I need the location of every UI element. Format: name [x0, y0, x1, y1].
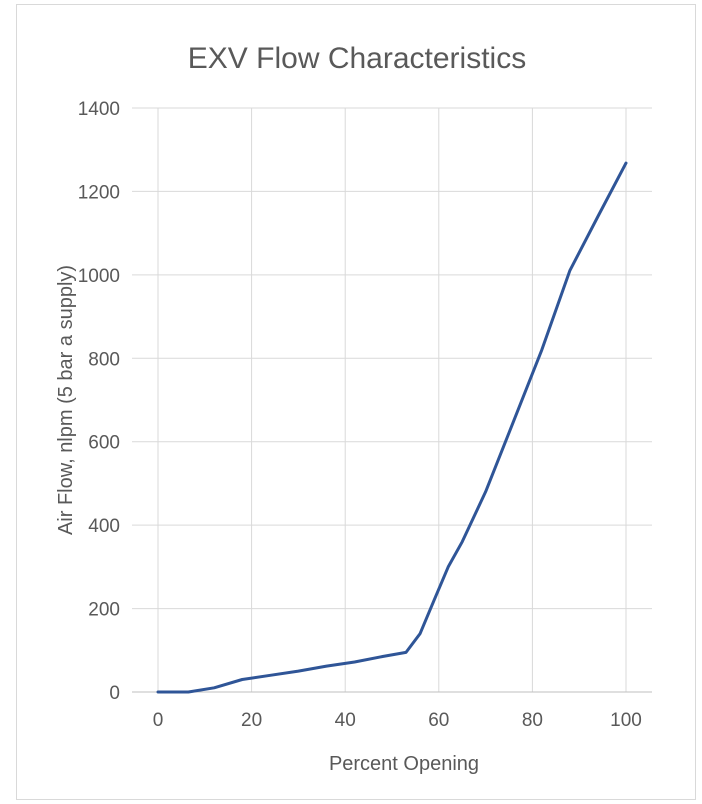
x-tick-label: 20 [241, 710, 262, 731]
y-tick-label: 1000 [78, 266, 120, 287]
y-axis-label: Air Flow, nlpm (5 bar a supply) [55, 265, 77, 535]
grid-lines [132, 107, 652, 692]
x-tick-label: 40 [335, 710, 356, 731]
x-tick-label: 60 [428, 710, 449, 731]
y-tick-label: 200 [88, 600, 120, 621]
y-tick-labels: 0 200 400 600 800 1000 1200 1400 [78, 99, 120, 704]
chart-frame [16, 4, 696, 800]
y-tick-label: 600 [88, 433, 120, 454]
y-tick-label: 400 [88, 516, 120, 537]
x-tick-labels: 0 20 40 60 80 100 [153, 710, 642, 731]
y-tick-label: 1200 [78, 182, 120, 203]
x-axis-label: Percent Opening [329, 753, 479, 775]
y-tick-label: 1400 [78, 99, 120, 120]
series-line [156, 161, 628, 694]
y-tick-label: 800 [88, 349, 120, 370]
x-tick-label: 80 [522, 710, 543, 731]
y-tick-label: 0 [109, 683, 120, 704]
chart-title: EXV Flow Characteristics [188, 42, 526, 75]
x-tick-label: 100 [610, 710, 642, 731]
x-tick-label: 0 [153, 710, 164, 731]
series-group [156, 161, 628, 694]
